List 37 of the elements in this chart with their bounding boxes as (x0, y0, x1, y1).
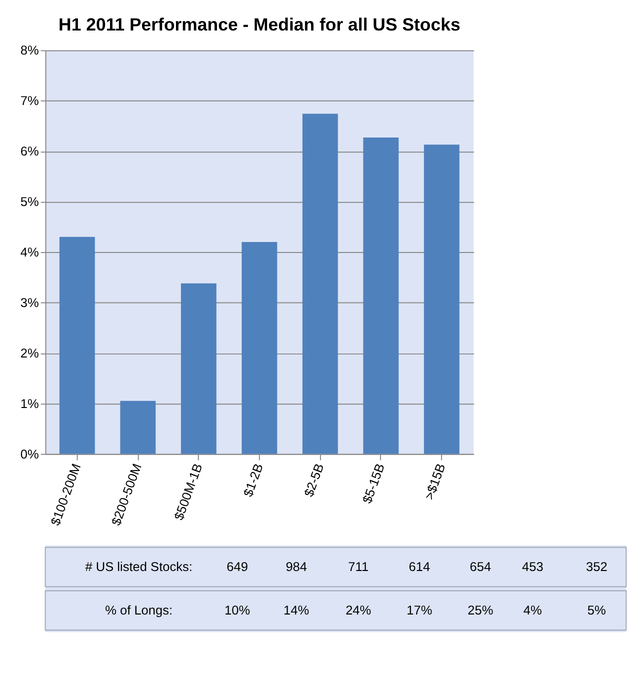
bar (302, 114, 338, 454)
y-tick-label: 4% (20, 244, 39, 260)
text: 711 (348, 559, 369, 574)
text: 5% (587, 602, 606, 618)
text: 4% (523, 602, 542, 618)
text: 17% (406, 602, 432, 618)
y-tick-label: 8% (20, 42, 39, 58)
text: 654 (470, 559, 492, 574)
text: 614 (408, 559, 430, 574)
bar (242, 242, 278, 454)
y-tick-label: 3% (20, 294, 39, 310)
text: 984 (286, 559, 308, 574)
x-tick-label: >$15B (421, 461, 448, 502)
y-tick-label: 1% (20, 396, 39, 411)
text: 453 (522, 559, 544, 574)
bar (363, 138, 399, 454)
text: 24% (346, 602, 372, 618)
text: 10% (224, 602, 250, 618)
bar (120, 400, 156, 454)
chart-title: H1 2011 Performance - Median for all US Stocks (58, 14, 460, 35)
bar (59, 236, 95, 454)
text: 649 (226, 559, 248, 574)
bar (424, 144, 460, 454)
text: 14% (284, 602, 310, 618)
bar (180, 283, 216, 454)
y-tick-label: 5% (20, 194, 39, 210)
y-tick-label: 2% (20, 345, 39, 360)
x-tick-label: $2-5B (300, 461, 327, 499)
text: 352 (586, 559, 608, 574)
text: # US listed Stocks: (85, 559, 192, 574)
y-tick-label: 7% (20, 93, 39, 108)
text: 25% (468, 602, 494, 618)
x-tick-label: $5-15B (359, 461, 388, 506)
x-tick-label: $1-2B (240, 461, 266, 499)
y-tick-label: 6% (20, 144, 39, 159)
text: % of Longs: (105, 602, 173, 618)
y-tick-label: 0% (20, 446, 39, 462)
